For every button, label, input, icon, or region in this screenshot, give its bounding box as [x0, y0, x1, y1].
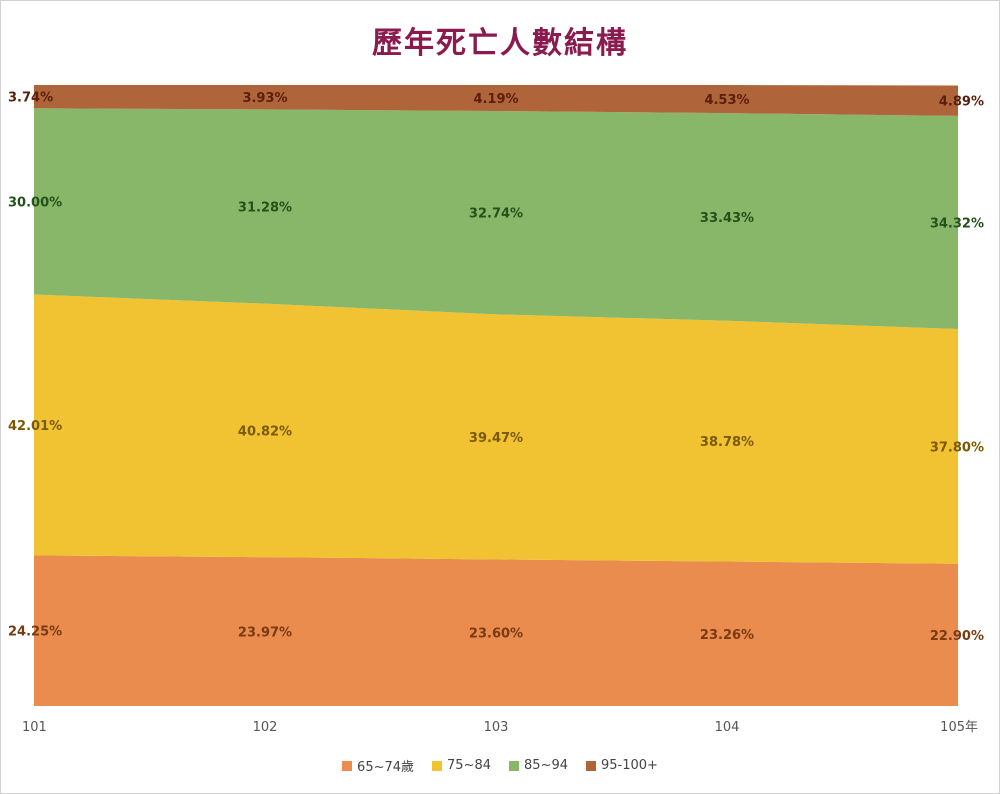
- data-label: 40.82%: [238, 424, 292, 439]
- data-label: 38.78%: [700, 435, 754, 450]
- data-label: 22.90%: [930, 629, 984, 644]
- data-label: 39.47%: [469, 431, 523, 446]
- data-label: 31.28%: [238, 201, 292, 216]
- x-tick-label: 101: [22, 720, 47, 735]
- legend-label: 75~84: [447, 758, 492, 773]
- data-label: 34.32%: [930, 216, 984, 231]
- legend-item: 85~94: [509, 756, 568, 775]
- legend-label: 95-100+: [601, 758, 658, 773]
- legend-swatch: [342, 760, 353, 771]
- x-tick-label: 105年: [940, 720, 978, 735]
- data-label: 23.60%: [469, 627, 523, 642]
- x-tick-label: 102: [253, 720, 278, 735]
- data-label: 33.43%: [700, 211, 754, 226]
- data-label: 4.53%: [704, 93, 749, 108]
- data-label: 23.26%: [700, 628, 754, 643]
- legend-label: 65~74歲: [357, 760, 415, 775]
- legend-swatch: [509, 760, 520, 771]
- data-label: 3.74%: [8, 91, 53, 106]
- legend-swatch: [432, 760, 443, 771]
- legend-item: 65~74歲: [342, 756, 414, 775]
- legend-item: 95-100+: [586, 756, 658, 775]
- area-series-0: [34, 555, 958, 706]
- x-tick-label: 103: [484, 720, 509, 735]
- data-label: 42.01%: [8, 419, 62, 434]
- area-series-3: [34, 85, 958, 116]
- x-tick-label: 104: [715, 720, 740, 735]
- area-series-1: [34, 294, 958, 564]
- data-label: 4.89%: [939, 95, 984, 110]
- data-label: 37.80%: [930, 440, 984, 455]
- data-label: 3.93%: [242, 91, 287, 106]
- data-label: 30.00%: [8, 195, 62, 210]
- data-label: 23.97%: [238, 626, 292, 641]
- legend-swatch: [586, 760, 596, 771]
- data-label: 32.74%: [469, 207, 523, 222]
- legend-label: 85~94: [524, 758, 568, 773]
- legend-item: 75~84: [432, 756, 491, 775]
- chart-legend: 65~74歲 75~84 85~94 95-100+: [0, 756, 1000, 775]
- data-label: 4.19%: [473, 92, 518, 107]
- area-series-2: [34, 108, 958, 330]
- chart-title: 歷年死亡人數結構: [372, 26, 628, 61]
- data-label: 24.25%: [8, 625, 62, 640]
